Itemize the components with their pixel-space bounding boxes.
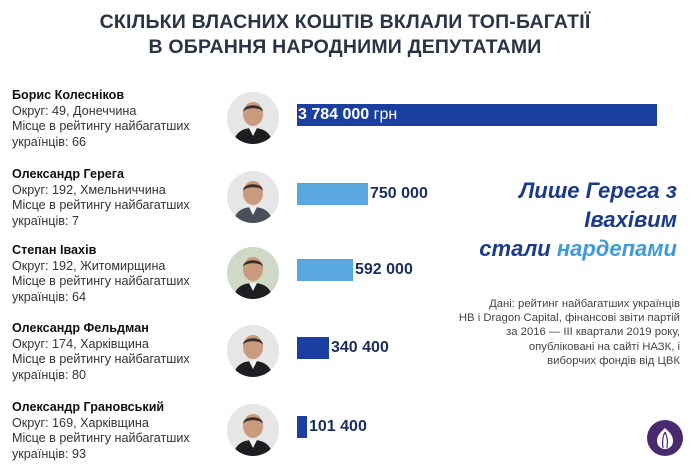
bar bbox=[297, 259, 353, 281]
person-info: Олександр Герега Округ: 192, Хмельниччина… bbox=[12, 167, 212, 229]
bar-value: 750 000 bbox=[370, 185, 428, 202]
bar-value-label: 101 400 bbox=[309, 416, 367, 438]
source-note: Дані: рейтинг найбагатших українців НВ і… bbox=[440, 297, 680, 368]
person-name: Борис Колесніков bbox=[12, 88, 125, 102]
bar-value: 592 000 bbox=[355, 261, 413, 278]
person-rank-line-1: Місце в рейтингу найбагатших bbox=[12, 119, 190, 134]
person-rank-line-2: українців: 64 bbox=[12, 289, 86, 304]
person-rank-line-1: Місце в рейтингу найбагатших bbox=[12, 431, 190, 446]
highlight-line-1: Лише Герега з Івахівим bbox=[519, 178, 677, 232]
bar-value-label: 340 400 bbox=[331, 337, 389, 359]
person-district: Округ: 169, Харківщина bbox=[12, 415, 149, 430]
chart-title: СКІЛЬКИ ВЛАСНИХ КОШТІВ ВКЛАЛИ ТОП-БАГАТІ… bbox=[0, 10, 690, 60]
highlight-note: Лише Герега з Івахівим стали нардепами bbox=[425, 176, 677, 263]
bar-value: 3 784 000 bbox=[298, 106, 370, 123]
person-name: Олександр Фельдман bbox=[12, 321, 149, 335]
highlight-accent: нардепами bbox=[556, 236, 677, 261]
title-line-2: В ОБРАННЯ НАРОДНИМИ ДЕПУТАТАМИ bbox=[148, 36, 542, 58]
person-info: Степан Івахів Округ: 192, Житомирщина Місц… bbox=[12, 243, 212, 305]
person-rank-line-1: Місце в рейтингу найбагатших bbox=[12, 198, 190, 213]
bar bbox=[297, 337, 329, 359]
person-name: Олександр Грановський bbox=[12, 400, 165, 414]
title-line-1: СКІЛЬКИ ВЛАСНИХ КОШТІВ ВКЛАЛИ ТОП-БАГАТІ… bbox=[99, 11, 591, 33]
person-name: Олександр Герега bbox=[12, 167, 125, 181]
bar bbox=[297, 416, 307, 438]
person-photo bbox=[227, 325, 279, 377]
bar-value-label: 750 000 bbox=[370, 183, 428, 205]
bar bbox=[297, 183, 368, 205]
bar-value-label: 3 784 000 грн bbox=[298, 104, 397, 126]
source-line-2: НВ і Dragon Capital, фінансові звіти пар… bbox=[458, 312, 680, 325]
person-district: Округ: 174, Харківщина bbox=[12, 336, 149, 351]
bar bbox=[297, 104, 657, 126]
person-rank-line-2: українців: 93 bbox=[12, 446, 86, 461]
source-line-5: виборчих фондів від ЦВК bbox=[547, 354, 680, 367]
source-line-1: Дані: рейтинг найбагатших українців bbox=[489, 298, 680, 310]
person-district: Округ: 192, Житомирщина bbox=[12, 258, 166, 273]
garlic-logo-icon bbox=[647, 420, 683, 456]
person-photo bbox=[227, 247, 279, 299]
person-rank-line-2: українців: 66 bbox=[12, 134, 86, 149]
person-rank-line-2: українців: 80 bbox=[12, 367, 86, 382]
bar-value-label: 592 000 bbox=[355, 259, 413, 281]
person-info: Олександр Фельдман Округ: 174, Харківщина… bbox=[12, 321, 212, 383]
bar-value: 101 400 bbox=[309, 418, 367, 435]
person-photo bbox=[227, 92, 279, 144]
person-name: Степан Івахів bbox=[12, 243, 97, 257]
highlight-plain: стали bbox=[479, 236, 557, 261]
person-district: Округ: 49, Донеччина bbox=[12, 103, 137, 118]
person-rank-line-1: Місце в рейтингу найбагатших bbox=[12, 352, 190, 367]
person-rank-line-2: українців: 7 bbox=[12, 213, 79, 228]
source-line-4: опубліковані на сайті НАЗК, і bbox=[528, 340, 680, 353]
person-district: Округ: 192, Хмельниччина bbox=[12, 182, 166, 197]
person-info: Борис Колесніков Округ: 49, Донеччина Місц… bbox=[12, 88, 212, 150]
source-line-3: за 2016 — ІІІ квартали 2019 року, bbox=[506, 326, 680, 339]
person-photo bbox=[227, 171, 279, 223]
person-info: Олександр Грановський Округ: 169, Харківщ… bbox=[12, 400, 212, 462]
person-rank-line-1: Місце в рейтингу найбагатших bbox=[12, 274, 190, 289]
highlight-line-2: стали нардепами bbox=[425, 234, 677, 263]
bar-unit: грн bbox=[369, 106, 398, 123]
bar-value: 340 400 bbox=[331, 339, 389, 356]
person-photo bbox=[227, 404, 279, 456]
